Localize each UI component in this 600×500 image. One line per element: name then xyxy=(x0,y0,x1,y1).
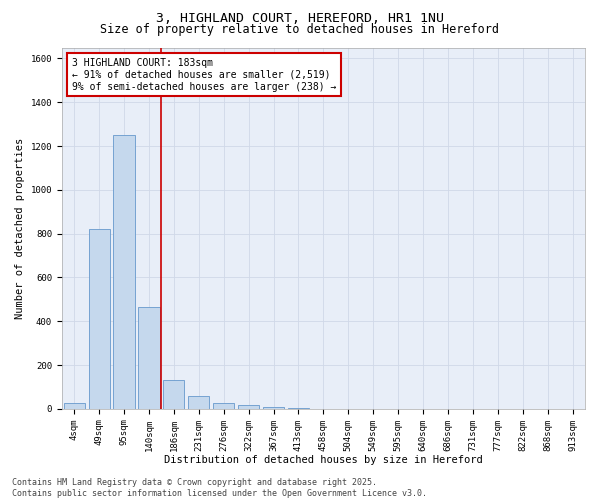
Bar xyxy=(188,396,209,409)
Bar xyxy=(263,406,284,409)
Bar xyxy=(89,230,110,409)
Text: 3, HIGHLAND COURT, HEREFORD, HR1 1NU: 3, HIGHLAND COURT, HEREFORD, HR1 1NU xyxy=(156,12,444,26)
Text: Size of property relative to detached houses in Hereford: Size of property relative to detached ho… xyxy=(101,22,499,36)
Y-axis label: Number of detached properties: Number of detached properties xyxy=(15,138,25,319)
Bar xyxy=(113,135,134,409)
Bar xyxy=(64,404,85,409)
Bar xyxy=(288,408,309,409)
Text: 3 HIGHLAND COURT: 183sqm
← 91% of detached houses are smaller (2,519)
9% of semi: 3 HIGHLAND COURT: 183sqm ← 91% of detach… xyxy=(72,58,337,92)
Bar xyxy=(139,307,160,409)
Bar xyxy=(238,405,259,409)
Bar xyxy=(163,380,184,409)
X-axis label: Distribution of detached houses by size in Hereford: Distribution of detached houses by size … xyxy=(164,455,483,465)
Bar xyxy=(213,402,235,409)
Text: Contains HM Land Registry data © Crown copyright and database right 2025.
Contai: Contains HM Land Registry data © Crown c… xyxy=(12,478,427,498)
